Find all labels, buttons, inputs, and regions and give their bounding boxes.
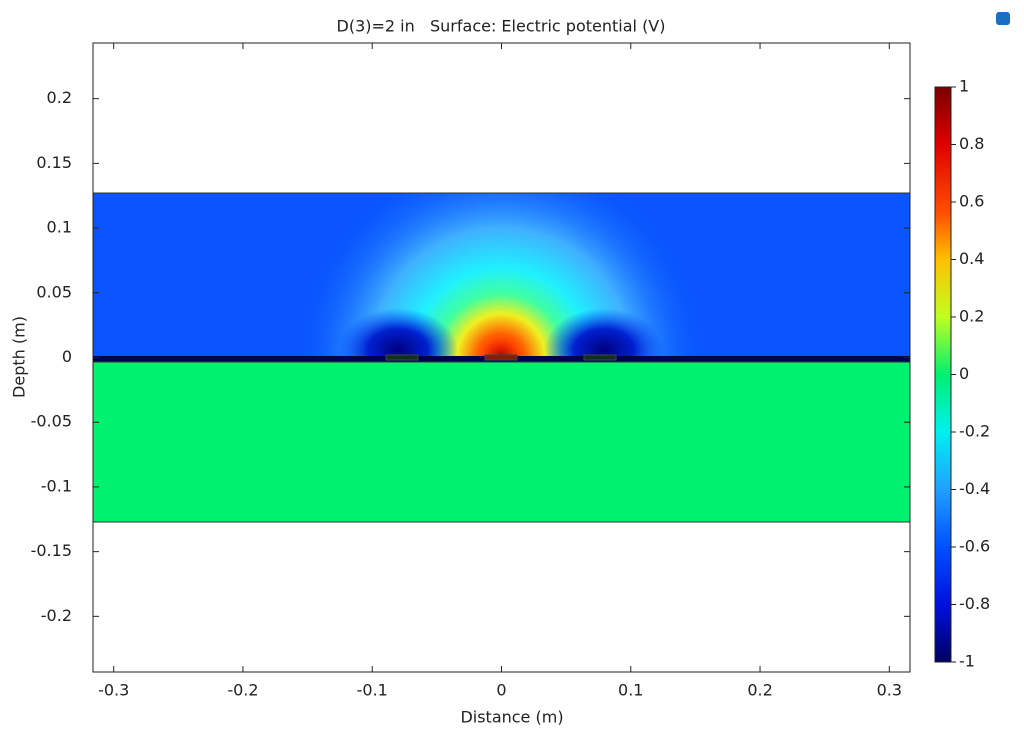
y-tick-label: -0.2 <box>41 606 72 625</box>
x-tick-label: 0.2 <box>747 681 772 700</box>
field <box>93 193 910 358</box>
y-tick-label: 0 <box>62 347 72 366</box>
lower-region <box>92 361 911 523</box>
colorbar-tick-label: 0.2 <box>959 307 984 326</box>
x-tick-label: -0.3 <box>98 681 129 700</box>
colorbar-tick-label: -0.2 <box>959 422 990 441</box>
colorbar-tick-label: -0.4 <box>959 479 990 498</box>
y-axis-label: Depth (m) <box>10 316 29 398</box>
colorbar-tick-label: 1 <box>959 77 969 96</box>
y-tick-label: 0.15 <box>36 153 72 172</box>
y-tick-label: -0.05 <box>31 412 72 431</box>
x-axis-label: Distance (m) <box>460 708 563 727</box>
colorbar-tick-label: 0.8 <box>959 134 984 153</box>
x-tick-label: -0.1 <box>357 681 388 700</box>
colorbar-tick-label: 0.4 <box>959 249 984 268</box>
y-tick-label: 0.05 <box>36 282 72 301</box>
colorbar-tick-label: -0.8 <box>959 594 990 613</box>
colorbar-tick-label: -1 <box>959 652 975 671</box>
y-tick-label: 0.2 <box>47 88 72 107</box>
colorbar-tick-label: 0 <box>959 364 969 383</box>
y-tick-label: -0.15 <box>31 541 72 560</box>
x-tick-label: 0.1 <box>618 681 643 700</box>
colorbar-tick-label: 0.6 <box>959 192 984 211</box>
x-tick-label: 0.3 <box>877 681 902 700</box>
colorbar <box>934 86 952 663</box>
app-icon <box>996 12 1010 25</box>
x-tick-label: -0.2 <box>227 681 258 700</box>
electrode <box>583 354 617 361</box>
x-tick-label: 0 <box>496 681 506 700</box>
colorbar-tick-label: -0.6 <box>959 537 990 556</box>
chart-title: D(3)=2 in Surface: Electric potential (V… <box>337 17 666 36</box>
y-tick-label: 0.1 <box>47 218 72 237</box>
electrode <box>484 354 518 361</box>
electrode <box>385 354 419 361</box>
y-tick-label: -0.1 <box>41 476 72 495</box>
